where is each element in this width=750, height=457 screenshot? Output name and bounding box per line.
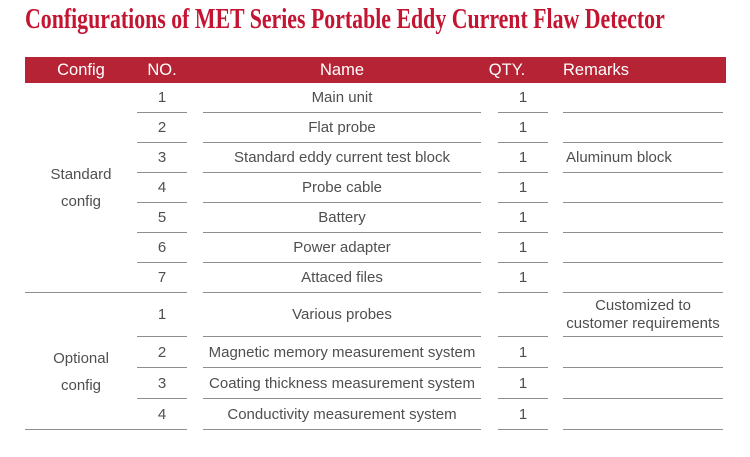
cell-no: 5	[137, 203, 187, 233]
cell-no: 2	[137, 113, 187, 143]
table-row: 5 Battery 1	[25, 203, 726, 233]
cell-name: Main unit	[203, 83, 481, 113]
cell-remarks	[563, 113, 723, 143]
table-row: 3 Coating thickness measurement system 1	[25, 368, 726, 399]
header-remarks: Remarks	[563, 60, 630, 79]
cell-remarks	[563, 203, 723, 233]
cell-name: Flat probe	[203, 113, 481, 143]
cell-config-spacer	[25, 203, 137, 233]
table-body: Standard config 1 Main unit 1 2 Flat pro…	[25, 83, 726, 430]
cell-qty: 1	[498, 337, 548, 368]
header-config: Config	[57, 60, 105, 79]
header-qty: QTY.	[488, 60, 526, 79]
cell-no: 1	[137, 293, 187, 337]
section-optional-config: Optional config 1 Various probes Customi…	[25, 293, 726, 430]
cell-qty: 1	[498, 143, 548, 173]
header-no: NO.	[147, 60, 177, 79]
cell-config-spacer	[25, 368, 137, 399]
cell-remarks	[563, 233, 723, 263]
table-row: 2 Magnetic memory measurement system 1	[25, 337, 726, 368]
cell-qty	[498, 293, 548, 337]
cell-config-spacer	[25, 399, 137, 430]
cell-name: Attaced files	[203, 263, 481, 293]
cell-qty: 1	[498, 203, 548, 233]
cell-remarks	[563, 368, 723, 399]
cell-name: Power adapter	[203, 233, 481, 263]
cell-config-spacer	[25, 143, 137, 173]
table-row: 4 Probe cable 1	[25, 173, 726, 203]
section-standard-config: Standard config 1 Main unit 1 2 Flat pro…	[25, 83, 726, 293]
cell-qty: 1	[498, 263, 548, 293]
cell-no: 3	[137, 143, 187, 173]
cell-remarks	[563, 263, 723, 293]
cell-remarks: Aluminum block	[563, 143, 723, 173]
cell-config-spacer	[25, 173, 137, 203]
cell-name: Various probes	[203, 293, 481, 337]
table-row: 2 Flat probe 1	[25, 113, 726, 143]
cell-config-spacer	[25, 337, 137, 368]
cell-no: 4	[137, 173, 187, 203]
cell-config-spacer	[25, 113, 137, 143]
cell-name: Conductivity measurement system	[203, 399, 481, 430]
cell-remarks: Customized to customer requirements	[563, 293, 723, 337]
cell-qty: 1	[498, 399, 548, 430]
cell-no: 4	[137, 399, 187, 430]
cell-name: Coating thickness measurement system	[203, 368, 481, 399]
cell-no: 2	[137, 337, 187, 368]
cell-remarks	[563, 173, 723, 203]
table-row: 7 Attaced files 1	[25, 263, 726, 293]
cell-no: 3	[137, 368, 187, 399]
cell-qty: 1	[498, 368, 548, 399]
header-name: Name	[319, 60, 364, 79]
page-title: Configurations of MET Series Portable Ed…	[25, 4, 665, 35]
cell-name: Battery	[203, 203, 481, 233]
cell-qty: 1	[498, 233, 548, 263]
cell-config-spacer	[25, 83, 137, 113]
cell-remarks	[563, 83, 723, 113]
table-header: Config NO. Name QTY. Remarks	[25, 57, 726, 83]
cell-name: Magnetic memory measurement system	[203, 337, 481, 368]
table-row: 4 Conductivity measurement system 1	[25, 399, 726, 430]
cell-name: Standard eddy current test block	[203, 143, 481, 173]
cell-config-spacer	[25, 263, 137, 293]
cell-config-spacer	[25, 293, 137, 337]
cell-qty: 1	[498, 173, 548, 203]
cell-name: Probe cable	[203, 173, 481, 203]
cell-no: 1	[137, 83, 187, 113]
table-row: 6 Power adapter 1	[25, 233, 726, 263]
cell-qty: 1	[498, 83, 548, 113]
table-row: 1 Main unit 1	[25, 83, 726, 113]
table-row: 1 Various probes Customized to customer …	[25, 293, 726, 337]
table-row: 3 Standard eddy current test block 1 Alu…	[25, 143, 726, 173]
cell-no: 7	[137, 263, 187, 293]
cell-remarks	[563, 337, 723, 368]
cell-remarks	[563, 399, 723, 430]
cell-qty: 1	[498, 113, 548, 143]
cell-no: 6	[137, 233, 187, 263]
cell-config-spacer	[25, 233, 137, 263]
